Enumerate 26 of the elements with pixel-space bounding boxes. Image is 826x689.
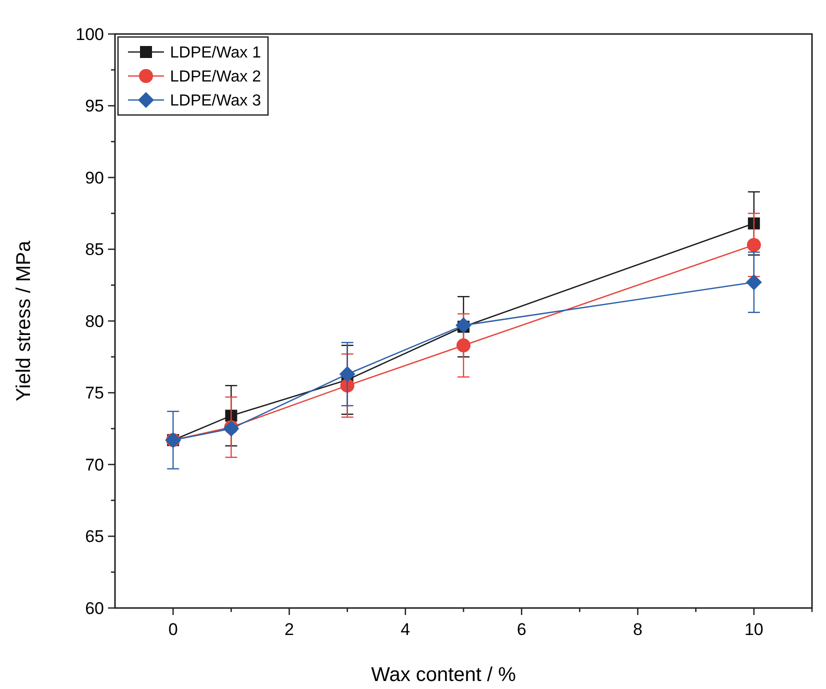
point xyxy=(746,238,761,252)
x-tick-label: 0 xyxy=(168,620,178,639)
legend-label: LDPE/Wax 2 xyxy=(170,68,262,86)
point xyxy=(339,366,356,382)
x-tick-label: 6 xyxy=(516,620,526,639)
y-tick-label: 75 xyxy=(85,384,104,403)
legend-label: LDPE/Wax 1 xyxy=(170,44,262,62)
y-tick-label: 80 xyxy=(85,312,104,331)
y-tick-label: 95 xyxy=(85,96,104,116)
y-tick-label: 70 xyxy=(85,455,104,474)
x-tick-label: 4 xyxy=(400,620,410,639)
legend-label: LDPE/Wax 3 xyxy=(170,92,262,110)
point xyxy=(456,338,470,352)
y-tick-label: 85 xyxy=(85,240,104,260)
y-tick-label: 65 xyxy=(85,527,104,546)
point xyxy=(456,317,472,334)
x-tick-label: 8 xyxy=(633,620,642,639)
y-tick-label: 60 xyxy=(85,598,104,618)
y-tick-label: 90 xyxy=(85,168,104,188)
x-axis-title: Wax content / % xyxy=(371,664,516,686)
point xyxy=(748,217,760,230)
x-tick-label: 2 xyxy=(284,620,294,639)
y-axis-title: Yield stress / MPa xyxy=(13,240,35,402)
y-tick-label: 100 xyxy=(76,24,104,44)
point xyxy=(746,274,762,290)
x-tick-label: 10 xyxy=(744,620,764,639)
